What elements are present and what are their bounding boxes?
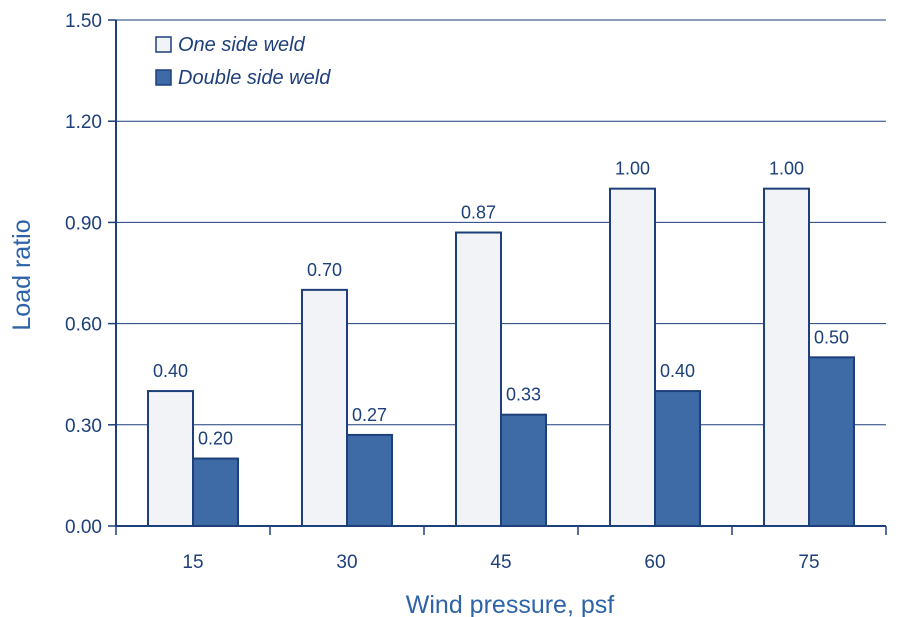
x-tick-label: 15 [182, 552, 203, 573]
y-tick-label: 0.90 [65, 213, 102, 234]
data-label: 0.33 [506, 385, 541, 405]
data-label: 1.00 [615, 159, 650, 179]
x-tick-label: 60 [644, 552, 665, 573]
bar-double-side-weld [346, 433, 393, 528]
bar-one-side-weld [147, 390, 194, 528]
bar-double-side-weld [808, 356, 855, 528]
data-label: 0.87 [461, 203, 496, 223]
bar-one-side-weld [763, 187, 810, 528]
bar-double-side-weld [654, 390, 701, 528]
legend-swatch-one-side-weld [155, 36, 172, 53]
data-label: 0.27 [352, 405, 387, 425]
x-axis-title: Wind pressure, psf [406, 591, 614, 617]
bar-one-side-weld [301, 288, 348, 527]
x-tick-label: 30 [336, 552, 357, 573]
data-label: 0.50 [814, 327, 849, 347]
data-label: 0.40 [153, 361, 188, 381]
y-tick-label: 1.20 [65, 112, 102, 133]
tick-labels: 0.00 0.30 0.60 0.90 1.20 1.50 15 30 45 60 75 [65, 11, 820, 573]
axes [108, 19, 887, 535]
data-label: 0.20 [198, 429, 233, 449]
x-tick-label: 75 [798, 552, 819, 573]
y-tick-label: 0.60 [65, 315, 102, 336]
legend-swatch-double-side-weld [155, 69, 172, 86]
legend: One side weld Double side weld [155, 34, 331, 89]
data-labels: 0.40 0.20 0.70 0.27 0.87 0.33 1.00 0.40 1.00 0.50 [153, 159, 849, 449]
bars [147, 187, 855, 528]
legend-label-double-side-weld: Double side weld [178, 67, 331, 89]
data-label: 1.00 [769, 159, 804, 179]
y-axis-title: Load ratio [8, 219, 36, 330]
bar-double-side-weld [500, 413, 547, 527]
gridlines [116, 19, 886, 426]
x-tick-label: 45 [490, 552, 511, 573]
y-tick-label: 0.30 [65, 416, 102, 437]
bar-double-side-weld [192, 457, 239, 527]
data-label: 0.70 [307, 260, 342, 280]
legend-label-one-side-weld: One side weld [178, 34, 306, 56]
y-tick-label: 1.50 [65, 11, 102, 32]
y-tick-label: 0.00 [65, 517, 102, 538]
bar-one-side-weld [609, 187, 656, 528]
data-label: 0.40 [660, 361, 695, 381]
bar-one-side-weld [455, 231, 502, 528]
